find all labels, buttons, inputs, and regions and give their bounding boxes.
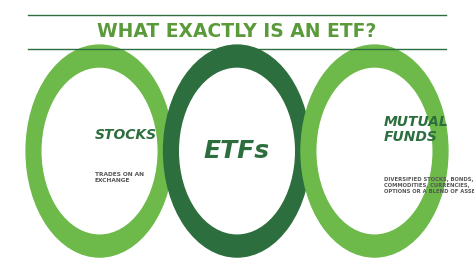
Text: MUTUAL
FUNDS: MUTUAL FUNDS [384,115,449,144]
Ellipse shape [317,68,432,234]
Ellipse shape [26,45,173,257]
Text: DIVERSIFIED STOCKS, BONDS,
COMMODITIES, CURRENCIES,
OPTIONS OR A BLEND OF ASSETS: DIVERSIFIED STOCKS, BONDS, COMMODITIES, … [384,177,474,194]
Text: ETFs: ETFs [204,139,270,163]
Text: WHAT EXACTLY IS AN ETF?: WHAT EXACTLY IS AN ETF? [97,22,377,41]
Ellipse shape [301,45,448,257]
Text: TRADES ON AN
EXCHANGE: TRADES ON AN EXCHANGE [95,172,144,183]
Ellipse shape [42,68,157,234]
Text: STOCKS: STOCKS [95,128,157,142]
Ellipse shape [180,68,294,234]
Ellipse shape [164,45,310,257]
